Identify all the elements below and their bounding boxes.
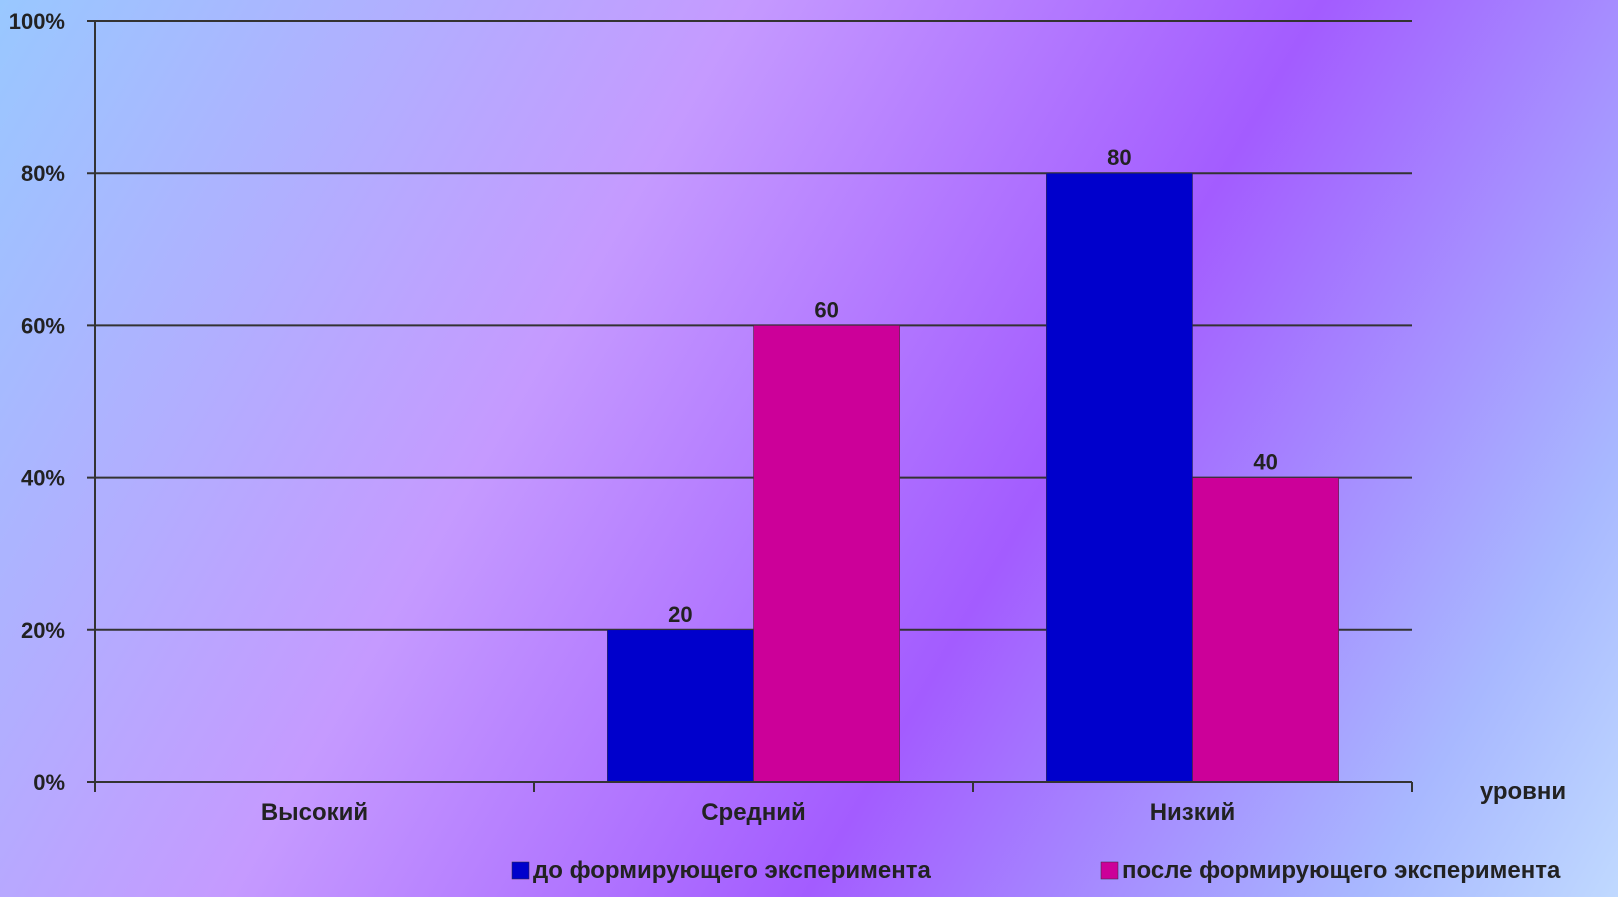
data-label: 40: [1253, 450, 1277, 475]
legend-label: до формирующего эксперимента: [533, 857, 931, 884]
x-tick-label: Средний: [701, 799, 806, 826]
legend-swatch: [1100, 861, 1119, 880]
y-tick-label: 20%: [21, 618, 65, 643]
bar-before: [1046, 172, 1193, 783]
bar-after: [1192, 477, 1339, 783]
data-label: 20: [668, 602, 692, 627]
y-tick-label: 100%: [9, 9, 65, 34]
x-axis-title: уровни: [1480, 778, 1566, 805]
axes: [94, 21, 1413, 792]
bar-after: [753, 325, 900, 783]
y-tick-label: 80%: [21, 161, 65, 186]
bars: [607, 172, 1339, 783]
x-tick-label: Низкий: [1150, 799, 1236, 826]
labels: 0% 20% 40% 60% 80% 100% Высокий Средний Низкий 20…: [9, 9, 1566, 826]
data-label: 80: [1107, 145, 1131, 170]
data-label: 60: [814, 297, 838, 322]
legend: до формирующего эксперимента после формир…: [511, 857, 1561, 884]
x-tick-label: Высокий: [261, 799, 368, 826]
legend-label: после формирующего эксперимента: [1122, 857, 1561, 884]
legend-swatch: [511, 861, 530, 880]
y-tick-label: 40%: [21, 466, 65, 491]
y-tick-label: 60%: [21, 313, 65, 338]
bar-before: [607, 629, 754, 783]
y-tick-label: 0%: [33, 770, 65, 795]
